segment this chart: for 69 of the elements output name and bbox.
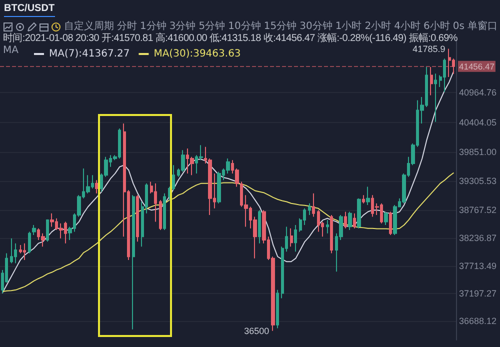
y-tick-label: 40964.76: [459, 88, 497, 98]
candlestick: [366, 186, 370, 206]
ref-line-label: 41456.47: [459, 61, 495, 72]
line-series: [2, 172, 454, 292]
candlestick: [344, 211, 347, 229]
candlestick: [384, 211, 388, 226]
candlestick: [443, 58, 446, 92]
candlestick: [357, 198, 361, 229]
text: 0s: [452, 21, 464, 32]
candlestick: [163, 192, 166, 231]
candlestick: [217, 171, 221, 204]
text: 3分钟: [169, 21, 196, 32]
candlestick: [308, 202, 311, 216]
candlestick: [430, 66, 433, 96]
annotation: 41785.9: [412, 44, 446, 54]
candlestick: [362, 194, 365, 204]
candlestick: [154, 182, 157, 222]
y-tick-label: 38767.52: [459, 204, 497, 215]
candlestick: [326, 220, 329, 234]
annotation: MA: [3, 45, 18, 56]
candlestick: [132, 194, 135, 330]
candlestick: [159, 200, 162, 231]
legend-label: MA(7):41367.27: [49, 48, 130, 60]
text: 自定义周期: [64, 21, 114, 32]
candlestick: [448, 48, 451, 78]
text: 单窗口: [467, 21, 498, 32]
candlestick: [258, 210, 261, 244]
candlestick: [32, 224, 36, 236]
candlestick: [136, 194, 139, 242]
candlestick: [23, 242, 26, 260]
text: 1小时: [335, 21, 362, 32]
candlestick: [41, 232, 45, 248]
y-tick-label: 40404.05: [459, 118, 497, 128]
text: 6小时: [423, 21, 450, 32]
y-tick-label: 38236.87: [459, 233, 497, 244]
candlestick: [10, 238, 13, 264]
text: 5分钟: [198, 21, 226, 32]
text: 30分钟: [300, 21, 332, 32]
candlestick: [330, 214, 333, 254]
y-tick-label: 37713.49: [459, 261, 497, 272]
text: 分时: [117, 21, 137, 32]
candlestick: [294, 224, 297, 252]
legend-label: MA(30):39463.63: [154, 48, 241, 60]
candlestick: [348, 211, 352, 231]
candlestick: [14, 242, 17, 264]
candlestick: [50, 212, 54, 228]
text: 1分钟: [140, 21, 166, 32]
candlestick: [290, 228, 293, 248]
candlestick: [276, 289, 279, 329]
candlestick: [312, 192, 315, 218]
text: 2小时: [364, 21, 392, 32]
text: 15分钟: [264, 21, 297, 32]
candlestick: [172, 164, 175, 191]
candlestick: [389, 211, 392, 236]
y-tick-label: 39851.00: [459, 147, 497, 158]
line-series: [2, 70, 454, 294]
chart-title: BTC/USDT: [4, 3, 55, 17]
text: 10分钟: [228, 21, 261, 32]
candlestick: [353, 212, 356, 229]
annotation: 时间:2021-01-08 20:30 开:41570.81 高:41600.00 低:41315.18 收:41456.47 涨幅:-0.28%(-116.49) 振幅:0.69%: [3, 33, 458, 44]
candlestick: [434, 73, 437, 122]
y-tick-label: 39305.53: [459, 176, 497, 186]
text: 4小时: [394, 21, 420, 32]
annotation: 36500: [244, 326, 270, 336]
y-tick-label: 36688.12: [459, 316, 497, 326]
candlestick: [317, 210, 320, 232]
candlestick: [28, 231, 31, 254]
y-tick-label: 37197.27: [459, 288, 497, 299]
candlestick: [46, 218, 49, 242]
